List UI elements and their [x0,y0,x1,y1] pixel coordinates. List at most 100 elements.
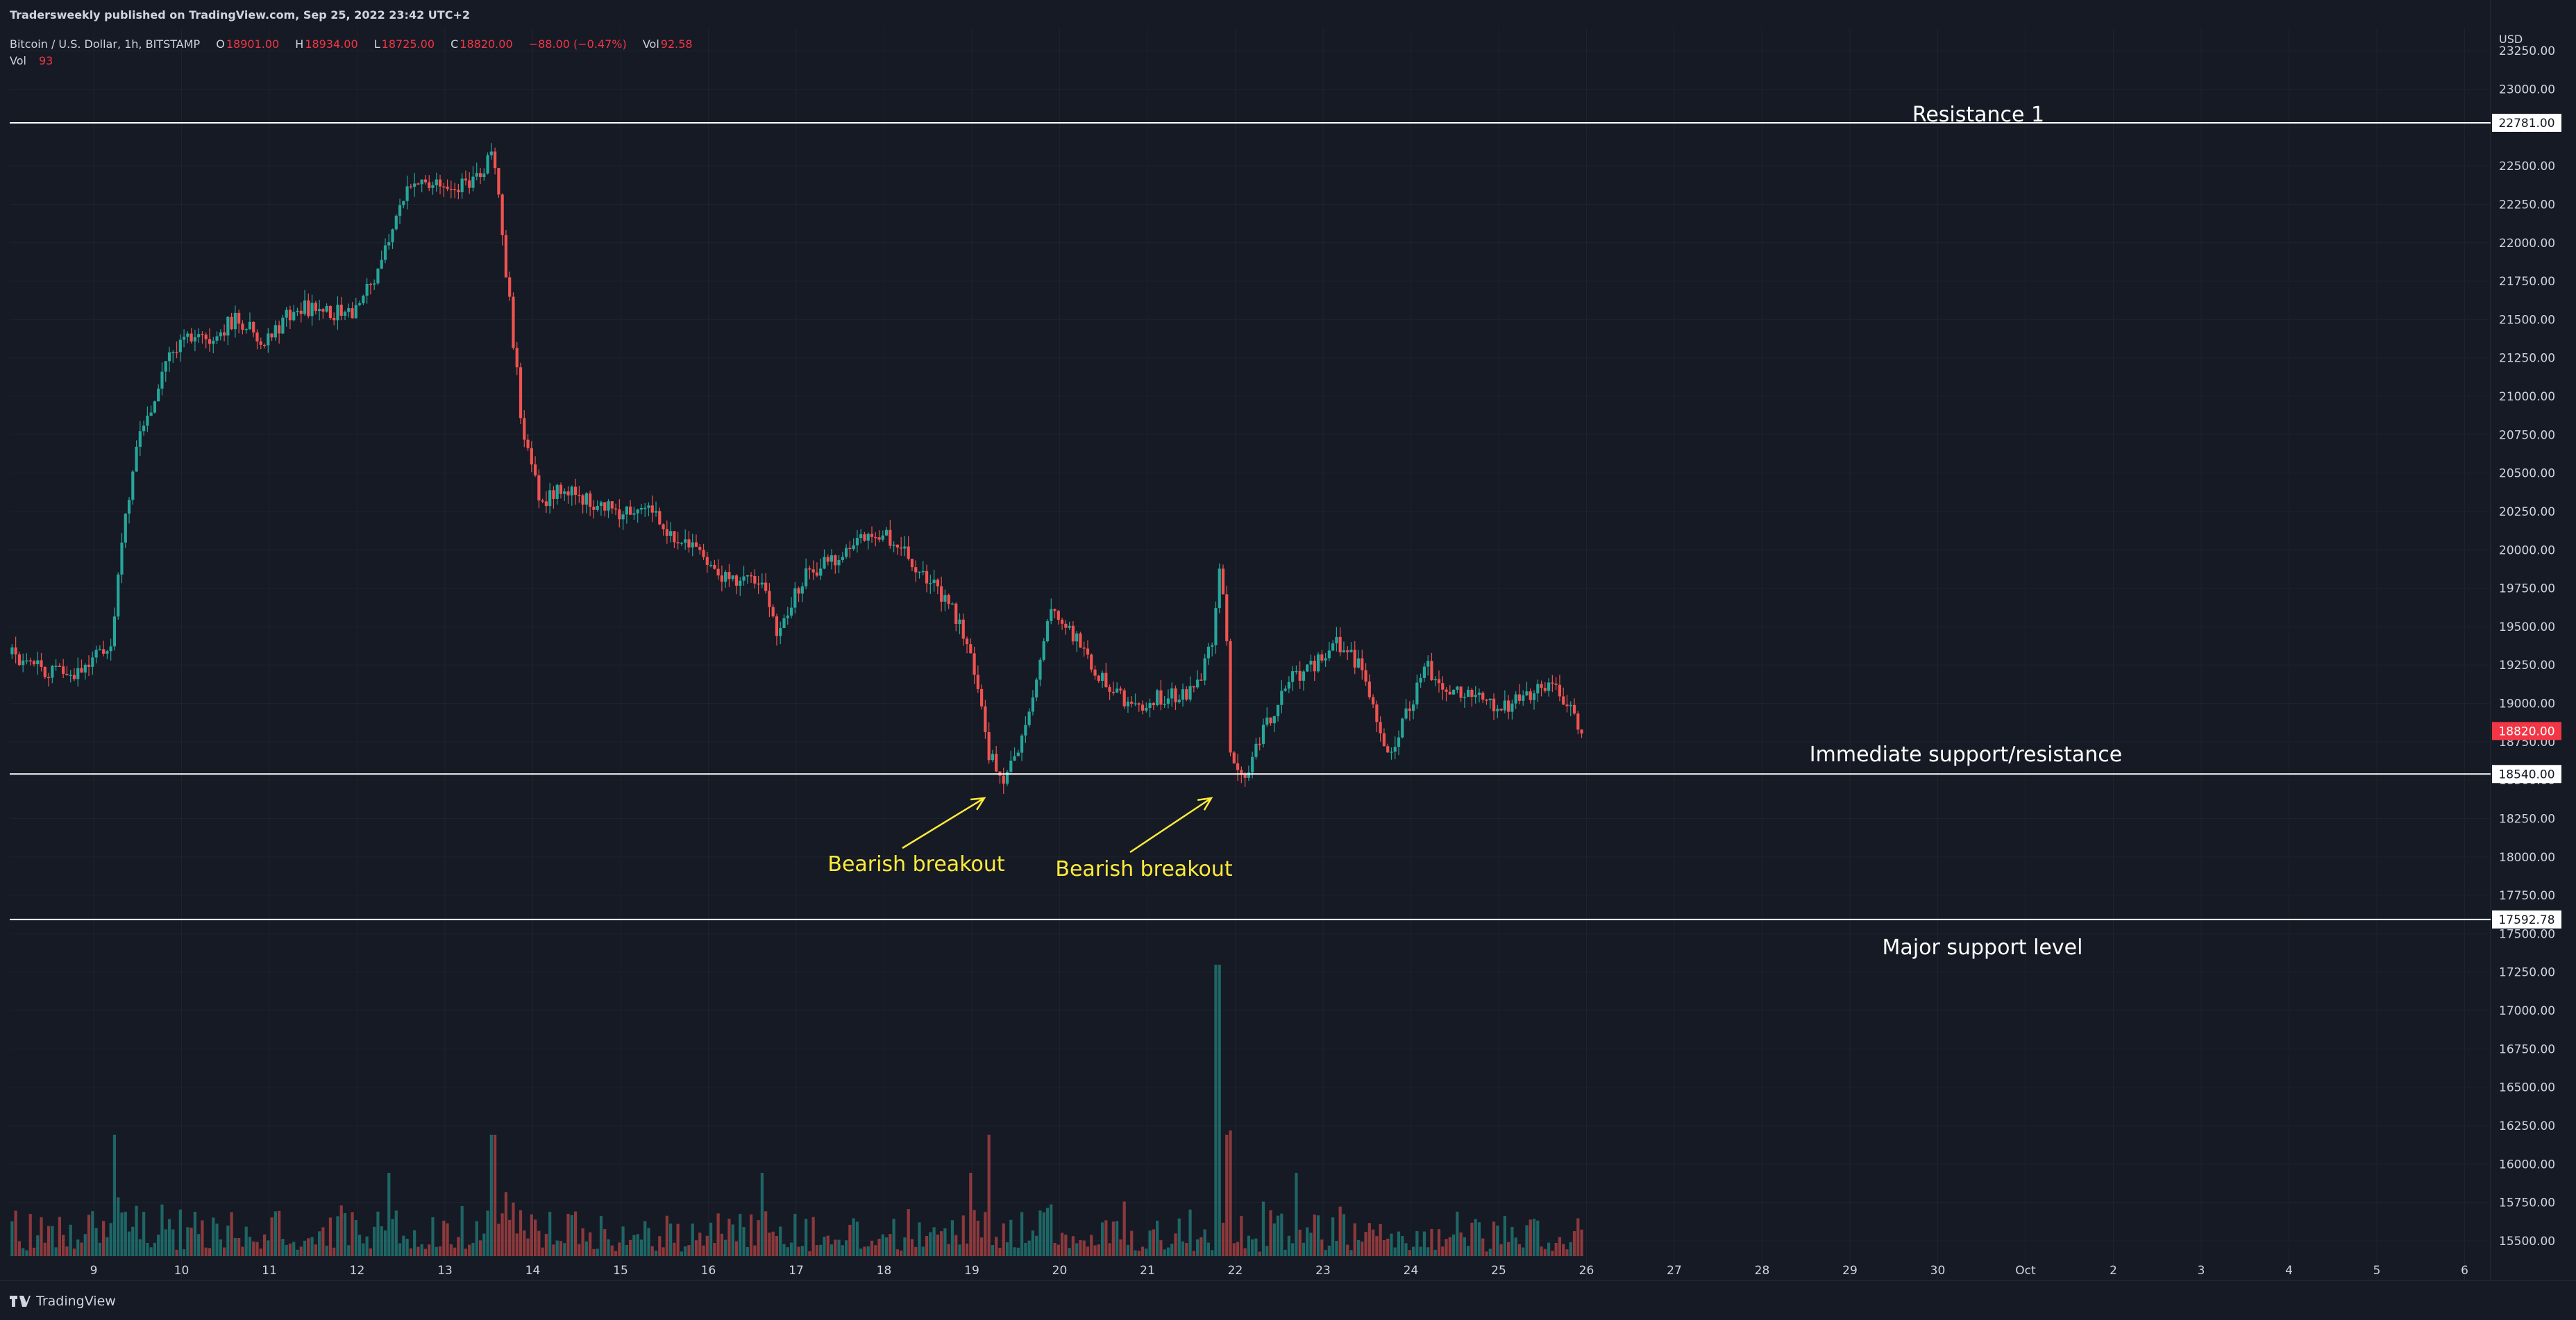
volume-bar [910,1239,914,1256]
candle-body [244,329,248,330]
volume-bar [1477,1222,1481,1256]
volume-bar [1517,1244,1522,1256]
volume-bar [72,1249,76,1256]
volume-bar [212,1217,215,1256]
volume-bar [1232,1243,1236,1256]
candle-body [1280,691,1283,705]
x-tick-label: 26 [1579,1264,1594,1278]
candle-body [786,615,789,618]
volume-bar [1258,1251,1261,1256]
volume-bar [471,1242,475,1256]
candle-body [914,567,918,573]
volume-bar [932,1227,936,1256]
volume-bar [413,1230,416,1256]
volume-bar [153,1242,157,1256]
volume-bar [339,1205,343,1256]
candle-body [768,591,771,607]
volume-bar [1156,1220,1159,1256]
candle-body [1298,670,1302,681]
volume-bar [1295,1173,1298,1256]
y-tick-label: 23000.00 [2499,83,2555,97]
volume-row-label[interactable]: Vol [10,54,26,67]
volume-bar [855,1221,859,1256]
volume-bar [1126,1244,1130,1256]
x-tick-label: 18 [877,1264,892,1278]
candle-body [138,431,142,447]
symbol-title[interactable]: Bitcoin / U.S. Dollar, 1h, BITSTAMP [10,37,201,51]
volume-bar [226,1225,230,1256]
candle-body [262,344,267,346]
volume-bar [1437,1229,1441,1256]
volume-bar [51,1226,54,1256]
candle-body [500,194,504,235]
candle-body [954,603,958,625]
volume-bar [182,1249,186,1256]
volume-bar [811,1217,815,1256]
candle-body [665,529,668,536]
x-tick-label: 3 [2198,1264,2205,1278]
candle-body [1122,690,1126,706]
candle-body [771,607,775,617]
volume-bar [654,1251,658,1256]
volume-bar [197,1234,201,1256]
volume-bar [497,1224,500,1256]
candle-body [1057,611,1060,620]
candle-body [1529,691,1532,700]
volume-bar [819,1244,823,1256]
candle-body [91,657,94,667]
candle-body [219,332,222,337]
candle-body [782,618,786,629]
volume-bar [889,1234,892,1256]
volume-bar [1543,1249,1547,1256]
y-tick-label: 19750.00 [2499,582,2555,596]
candle-body [973,653,976,675]
volume-bar [1035,1235,1038,1256]
volume-bar [877,1239,881,1256]
volume-bar [884,1237,889,1256]
candle-body [1364,670,1367,682]
volume-bar [629,1239,632,1256]
volume-bar [149,1247,153,1256]
volume-bar [1272,1223,1276,1256]
candle-body [907,546,910,559]
candle-body [303,300,307,314]
volume-bar [1100,1222,1104,1256]
candle-body [1408,708,1411,711]
candle-body [373,283,376,285]
tradingview-footer[interactable]: TradingView [10,1294,116,1309]
volume-bar [1467,1246,1470,1256]
volume-bar [1009,1219,1013,1256]
candle-body [1137,703,1140,705]
candle-body [347,308,351,312]
ohlc-legend: Bitcoin / U.S. Dollar, 1h, BITSTAMP O 189… [10,37,694,51]
volume-bar [826,1235,830,1256]
candle-body [1320,654,1324,661]
volume-bar [1401,1235,1404,1256]
candle-body [742,576,746,581]
candle-body [420,179,423,185]
volume-bar [1240,1216,1243,1256]
candle-body [65,674,69,675]
candle-body [800,586,804,594]
volume-bar [40,1217,43,1256]
candle-body [1045,620,1050,642]
volume-bar [1130,1230,1134,1256]
volume-bar [760,1173,764,1256]
volume-bar [1364,1231,1367,1256]
volume-bar [1116,1221,1119,1256]
candle-body [1108,687,1111,692]
candle-body [1199,679,1203,681]
volume-bar [475,1221,478,1256]
volume-bar [950,1220,954,1256]
volume-bar [1569,1242,1572,1256]
volume-bar [262,1234,267,1256]
volume-bar [127,1231,131,1256]
volume-bar [980,1237,984,1256]
annotation-arrowhead [1197,797,1213,811]
volume-bar [984,1212,987,1256]
volume-bar [581,1228,584,1256]
volume-bar [146,1242,149,1256]
publish-info: Tradersweekly published on TradingView.c… [10,8,471,22]
volume-bar [1320,1239,1324,1256]
